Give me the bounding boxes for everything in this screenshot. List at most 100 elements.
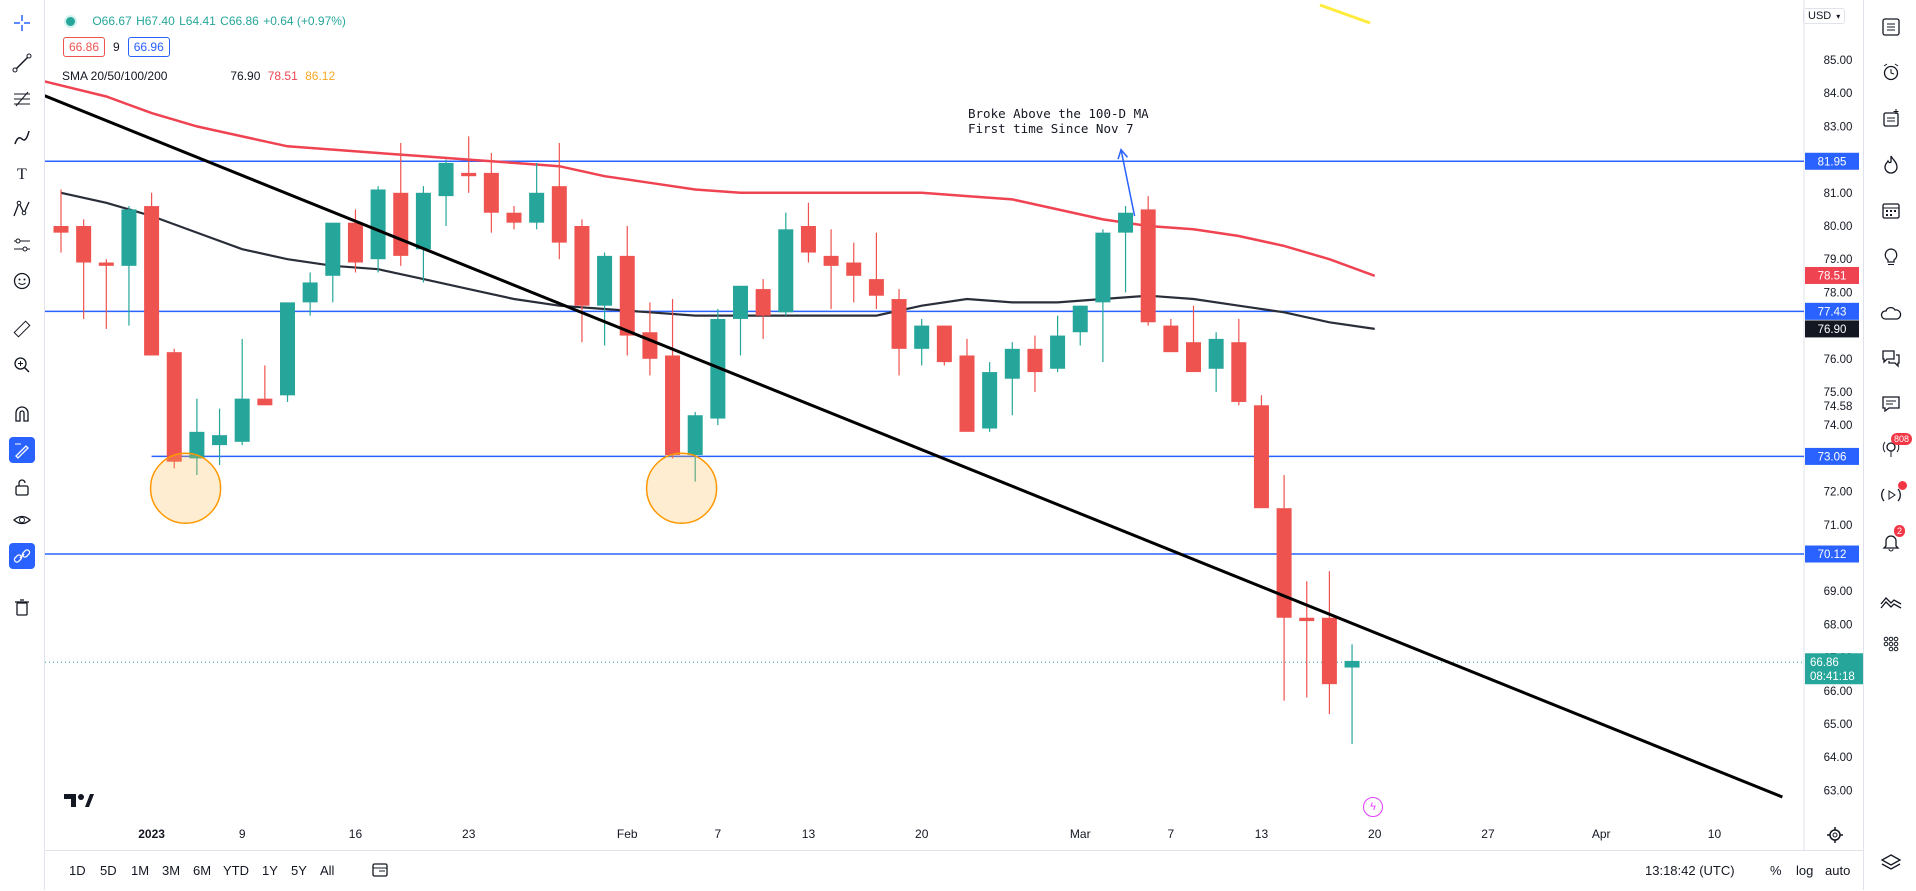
downtrend-line <box>37 91 1783 799</box>
gear-icon[interactable] <box>1826 826 1844 844</box>
candle-body <box>1299 617 1315 622</box>
emoji-tool-icon[interactable] <box>9 268 35 294</box>
candle <box>1163 318 1179 353</box>
annotation-line-2: First time Since Nov 7 <box>968 121 1134 136</box>
candle-body <box>53 226 69 233</box>
range-button-3m[interactable]: 3M <box>162 863 181 878</box>
candle-body <box>1276 508 1292 618</box>
candle-body <box>733 285 748 319</box>
support-circle <box>149 452 222 525</box>
crosshair-icon[interactable] <box>9 10 35 36</box>
brush-tool-icon[interactable] <box>9 124 35 150</box>
auto-toggle[interactable]: auto <box>1825 863 1851 878</box>
candle-body <box>1118 212 1134 233</box>
pulse-icon[interactable] <box>1877 588 1905 616</box>
hotlist-flame-icon[interactable] <box>1877 150 1905 178</box>
x-tick-label: 2023 <box>138 827 165 841</box>
candle <box>1276 475 1292 701</box>
keep-drawing-icon[interactable] <box>9 437 35 463</box>
chart-area[interactable]: 85.0084.0083.0082.0081.0080.0079.0078.00… <box>37 0 1865 890</box>
layers-icon[interactable] <box>1877 848 1905 876</box>
dots-grid-icon[interactable] <box>1877 630 1905 658</box>
watchlist-icon[interactable] <box>1877 13 1905 41</box>
range-button-all[interactable]: All <box>320 863 335 878</box>
candle-body <box>370 189 386 260</box>
candle <box>936 325 952 366</box>
candle-body <box>778 229 794 313</box>
notes-icon[interactable] <box>1877 390 1905 418</box>
range-button-5y[interactable]: 5Y <box>291 863 307 878</box>
lock-icon[interactable] <box>9 474 35 500</box>
range-button-1m[interactable]: 1M <box>131 863 150 878</box>
tradingview-logo[interactable] <box>63 791 95 814</box>
ideas-stream-icon[interactable]: 808 <box>1877 433 1913 463</box>
range-button-ytd[interactable]: YTD <box>223 863 249 878</box>
streams-icon[interactable] <box>1877 481 1907 509</box>
magnet-icon[interactable] <box>9 401 35 427</box>
ruler-icon[interactable] <box>9 316 35 342</box>
annotation-arrow <box>1120 149 1136 217</box>
lightbulb-icon[interactable] <box>1877 243 1905 271</box>
buy-price-button[interactable]: 66.96 <box>127 37 170 57</box>
log-toggle[interactable]: log <box>1796 863 1814 878</box>
alarm-clock-icon[interactable] <box>1877 58 1905 86</box>
candle <box>1072 305 1088 346</box>
candle <box>778 212 794 316</box>
candle-body <box>506 212 522 223</box>
range-button-5d[interactable]: 5D <box>100 863 117 878</box>
pattern-tool-icon[interactable] <box>9 196 35 222</box>
x-tick-label: 23 <box>462 827 476 841</box>
eye-icon[interactable] <box>9 507 35 533</box>
percent-toggle[interactable]: % <box>1770 863 1782 878</box>
candle-body <box>212 435 228 446</box>
y-tick-label: 68.00 <box>1824 619 1853 631</box>
x-tick-label: Apr <box>1592 827 1611 841</box>
price-tag-bg <box>1805 320 1859 338</box>
chats-icon[interactable] <box>1877 344 1905 372</box>
live-dot-icon <box>1898 481 1907 490</box>
data-window-icon[interactable] <box>1877 104 1905 132</box>
price-chart[interactable]: 85.0084.0083.0082.0081.0080.0079.0078.00… <box>37 0 1865 850</box>
candle-body <box>166 352 182 462</box>
trendline-tool-icon[interactable] <box>9 50 35 76</box>
candle-body <box>551 186 567 243</box>
candle-body <box>1186 342 1201 373</box>
candle <box>212 408 228 466</box>
candle-body <box>1072 305 1088 333</box>
clock-time[interactable]: 13:18:42 (UTC) <box>1645 863 1735 878</box>
current-price-label: 66.86 <box>1810 657 1839 669</box>
event-marker-icon[interactable]: ϟ <box>1363 797 1383 817</box>
calendar-range-icon[interactable] <box>371 861 389 882</box>
y-tick-label: 72.00 <box>1824 487 1853 499</box>
candle-body <box>1095 232 1111 303</box>
price-tag-bg <box>1805 302 1859 320</box>
candle <box>846 242 862 303</box>
chart-annotation[interactable]: Broke Above the 100-D MA First time Sinc… <box>968 106 1149 136</box>
link-icon[interactable] <box>9 543 35 569</box>
fib-tool-icon[interactable] <box>9 86 35 112</box>
calendar-icon[interactable] <box>1877 196 1905 224</box>
range-button-1d[interactable]: 1D <box>69 863 86 878</box>
text-tool-icon[interactable]: T <box>9 160 35 186</box>
prediction-tool-icon[interactable] <box>9 232 35 258</box>
trendline-layer <box>37 91 1783 799</box>
zoom-in-icon[interactable] <box>9 352 35 378</box>
x-tick-label: 7 <box>715 827 722 841</box>
candle-body <box>1140 209 1156 323</box>
sell-price-button[interactable]: 66.86 <box>63 37 106 57</box>
candle-body <box>597 255 613 306</box>
price-tag-label: 73.06 <box>1818 451 1847 463</box>
sma-legend[interactable]: SMA 20/50/100/200 76.90 78.51 86.12 <box>62 69 335 83</box>
candle-body <box>1321 617 1337 685</box>
currency-dropdown[interactable]: USD ▾ <box>1803 8 1846 24</box>
range-button-1y[interactable]: 1Y <box>262 863 278 878</box>
trash-icon[interactable] <box>9 594 35 620</box>
candle <box>733 285 748 356</box>
bell-icon[interactable]: 2 <box>1877 525 1906 556</box>
cloud-icon[interactable] <box>1877 300 1905 328</box>
candle-body <box>98 262 114 266</box>
candle <box>506 206 522 230</box>
candle-body <box>76 226 92 263</box>
range-button-6m[interactable]: 6M <box>193 863 212 878</box>
price-tag-bg <box>1805 266 1859 284</box>
